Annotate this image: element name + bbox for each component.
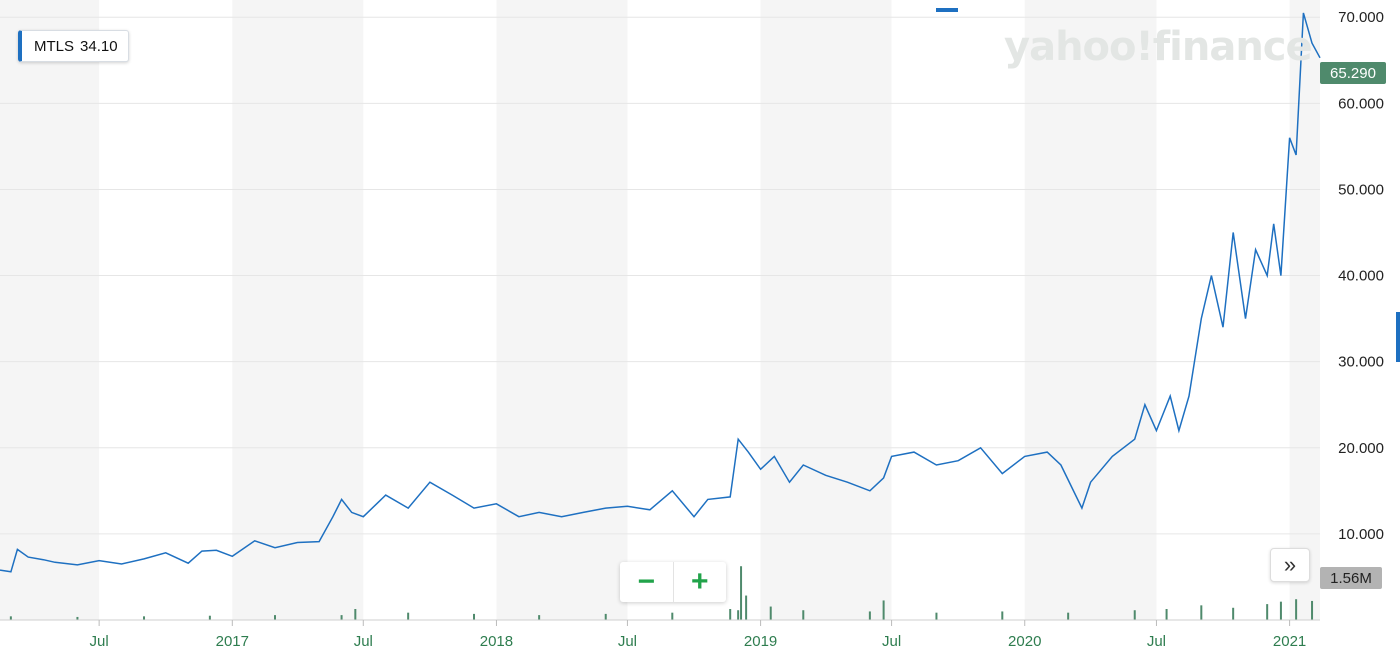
- volume-bar: [1133, 610, 1136, 620]
- volume-bars: [9, 566, 1314, 620]
- x-tick-label: 2020: [1008, 633, 1041, 650]
- volume-bar: [9, 616, 12, 620]
- y-tick-label: 70.000: [1338, 9, 1384, 26]
- volume-bar: [882, 600, 885, 620]
- y-tick-label: 20.000: [1338, 440, 1384, 457]
- period-band: [1289, 0, 1320, 620]
- x-tick-label: 2017: [216, 633, 249, 650]
- period-band: [496, 0, 628, 620]
- zoom-controls: − +: [620, 562, 726, 602]
- volume-bar: [1067, 612, 1070, 620]
- ticker-value: 34.10: [80, 37, 118, 55]
- gridlines: [0, 16, 1320, 535]
- volume-bar: [1295, 599, 1298, 620]
- x-tick-label: 2019: [744, 633, 777, 650]
- y-tick-label: 30.000: [1338, 354, 1384, 371]
- y-tick-label: 50.000: [1338, 181, 1384, 198]
- volume-bar: [274, 615, 276, 620]
- zoom-out-button[interactable]: −: [620, 562, 674, 602]
- volume-bar: [473, 613, 476, 620]
- ticker-badge[interactable]: MTLS 34.10: [18, 30, 129, 62]
- y-tick-label: 60.000: [1338, 95, 1384, 112]
- x-tick-label: Jul: [90, 633, 109, 650]
- volume-bar: [1165, 609, 1168, 620]
- volume-bar: [1279, 601, 1282, 620]
- expand-range-button[interactable]: »: [1270, 548, 1310, 582]
- volume-bar: [671, 612, 674, 620]
- volume-bar: [1200, 605, 1203, 620]
- y-tick-label: 40.000: [1338, 268, 1384, 285]
- alternating-period-bands: [0, 0, 1320, 620]
- x-tick-label: Jul: [882, 633, 901, 650]
- volume-bar: [340, 615, 343, 620]
- period-band: [1024, 0, 1157, 620]
- volume-bar: [407, 612, 410, 620]
- volume-bar: [604, 613, 607, 620]
- volume-bar: [868, 611, 871, 620]
- volume-bar: [935, 612, 938, 620]
- volume-bar: [740, 566, 743, 620]
- price-line: [0, 12, 1321, 573]
- zoom-in-button[interactable]: +: [690, 565, 709, 598]
- volume-bar: [76, 616, 79, 620]
- x-tick-label: Jul: [354, 633, 373, 650]
- period-band: [760, 0, 892, 620]
- volume-bar: [1311, 600, 1314, 620]
- y-axis-ticks: 70.000 60.000 50.000 40.000 30.000 20.000 10.0…: [1338, 9, 1384, 543]
- yahoo-finance-watermark: yahoo!finance: [1004, 24, 1313, 70]
- volume-bar: [143, 616, 146, 620]
- volume-bar: [769, 606, 772, 620]
- right-edge-tab[interactable]: [1396, 312, 1400, 362]
- volume-bar: [1266, 604, 1269, 620]
- volume-bar: [729, 609, 732, 620]
- volume-bar: [737, 610, 740, 620]
- period-band: [232, 0, 364, 620]
- ticker-symbol: MTLS: [34, 37, 75, 55]
- volume-bar: [354, 609, 357, 620]
- x-tick-label: 2021: [1273, 633, 1306, 650]
- current-price-label: 65.290: [1320, 62, 1386, 84]
- period-band: [0, 0, 100, 620]
- x-axis-ticks: Jul 2017 Jul 2018 Jul 2019 Jul 2020 Jul 2021: [90, 620, 1306, 650]
- double-chevron-right-icon: »: [1283, 552, 1297, 577]
- volume-bar: [1232, 607, 1235, 620]
- x-tick-label: Jul: [1147, 633, 1166, 650]
- volume-bar: [745, 595, 748, 620]
- volume-bar: [802, 610, 805, 620]
- y-tick-label: 10.000: [1338, 526, 1384, 543]
- volume-bar: [208, 615, 211, 620]
- x-tick-label: 2018: [480, 633, 513, 650]
- volume-bar: [538, 615, 541, 620]
- x-tick-label: Jul: [618, 633, 637, 650]
- top-indicator-tab[interactable]: [936, 8, 958, 12]
- current-volume-label: 1.56M: [1320, 567, 1382, 589]
- volume-bar: [1001, 611, 1004, 620]
